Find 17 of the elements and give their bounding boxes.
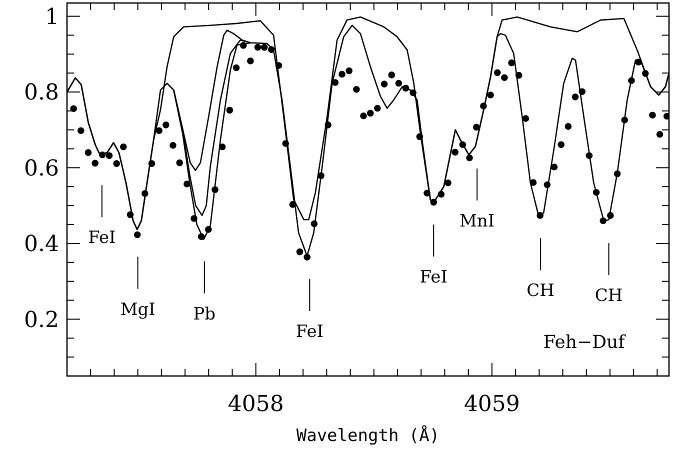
ref-line-label: MgI <box>120 300 156 320</box>
x-tick-label: 4058 <box>228 392 284 417</box>
ref-line-label: CH <box>526 281 554 302</box>
y-tick-label: 1 <box>45 4 59 30</box>
y-tick-label: 0.2 <box>24 308 59 333</box>
ref-line-label: FeI <box>88 228 116 248</box>
ref-line-label: Pb <box>193 304 216 324</box>
ref-line-label: FeI <box>420 268 448 288</box>
x-tick-label: 4059 <box>464 392 520 417</box>
y-tick-label: 0.6 <box>24 156 59 182</box>
ref-line-label: MnI <box>460 212 495 232</box>
ref-line-label: CH <box>594 286 623 306</box>
y-tick-label: 0.4 <box>24 232 59 258</box>
y-tick-label: 0.8 <box>24 80 59 106</box>
ref-line-label: FeI <box>296 322 324 342</box>
x-axis-title: Wavelength (Å) <box>296 425 440 446</box>
annotation: Feh−Duf <box>543 332 626 353</box>
